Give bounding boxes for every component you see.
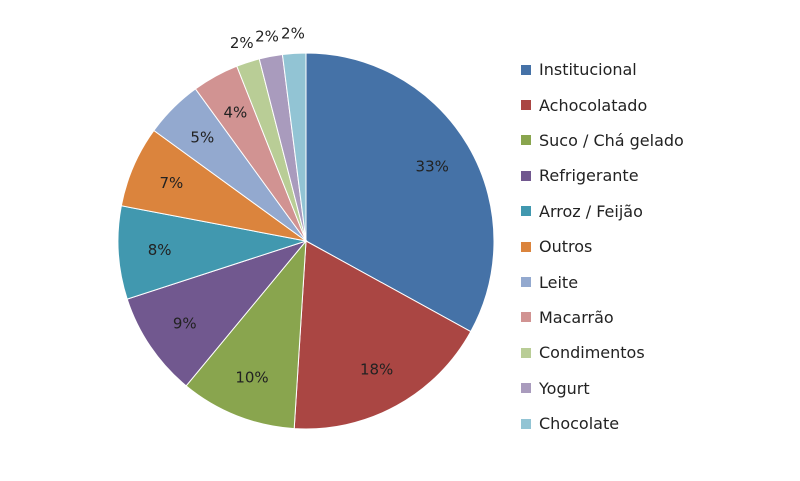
- pie-slice-10: [281, 52, 307, 242]
- legend-item-7: Macarrão: [521, 300, 791, 335]
- legend-swatch-10: [521, 418, 531, 429]
- slice-label-2: 10%: [235, 368, 268, 386]
- legend-item-2: Suco / Chá gelado: [521, 123, 791, 158]
- slice-label-8: 2%: [230, 34, 254, 52]
- pie-slice-3: [126, 239, 308, 387]
- legend-label-6: Leite: [539, 272, 579, 292]
- legend-swatch-4: [521, 206, 531, 217]
- legend-label-0: Institucional: [539, 60, 637, 80]
- legend-label-1: Achocolatado: [539, 95, 648, 115]
- legend-swatch-5: [521, 241, 531, 252]
- legend-swatch-7: [521, 312, 531, 323]
- legend-item-3: Refrigerante: [521, 158, 791, 193]
- legend-swatch-2: [521, 135, 531, 146]
- slice-label-3: 9%: [173, 314, 197, 332]
- slice-label-4: 8%: [148, 241, 172, 259]
- legend: Institucional Achocolatado Suco / Chá gela…: [521, 52, 791, 441]
- legend-label-8: Condimentos: [539, 343, 645, 363]
- legend-swatch-3: [521, 170, 531, 181]
- legend-item-0: Institucional: [521, 52, 791, 87]
- slice-label-0: 33%: [416, 157, 449, 175]
- slice-label-10: 2%: [281, 24, 305, 42]
- slice-label-6: 5%: [190, 128, 214, 146]
- pie-slice-2: [185, 239, 307, 430]
- legend-swatch-8: [521, 347, 531, 358]
- legend-item-8: Condimentos: [521, 335, 791, 370]
- legend-item-5: Outros: [521, 229, 791, 264]
- legend-label-7: Macarrão: [539, 307, 614, 327]
- legend-label-5: Outros: [539, 237, 593, 257]
- legend-label-2: Suco / Chá gelado: [539, 130, 684, 150]
- pie-slice-0: [305, 52, 495, 333]
- legend-item-10: Chocolate: [521, 406, 791, 441]
- legend-label-4: Arroz / Feijão: [539, 201, 643, 221]
- slice-label-9: 2%: [255, 28, 279, 46]
- pie-slice-4: [117, 205, 307, 300]
- pie-slice-1: [293, 240, 472, 430]
- legend-item-6: Leite: [521, 264, 791, 299]
- legend-label-9: Yogurt: [539, 378, 590, 398]
- legend-label-3: Refrigerante: [539, 166, 639, 186]
- slice-label-7: 4%: [223, 103, 247, 121]
- legend-swatch-0: [521, 64, 531, 75]
- legend-item-9: Yogurt: [521, 371, 791, 406]
- legend-swatch-6: [521, 277, 531, 288]
- legend-label-10: Chocolate: [539, 414, 620, 434]
- legend-item-4: Arroz / Feijão: [521, 194, 791, 229]
- slice-label-5: 7%: [160, 174, 184, 192]
- legend-swatch-1: [521, 100, 531, 111]
- legend-item-1: Achocolatado: [521, 87, 791, 122]
- legend-swatch-9: [521, 383, 531, 394]
- slice-label-1: 18%: [360, 361, 393, 379]
